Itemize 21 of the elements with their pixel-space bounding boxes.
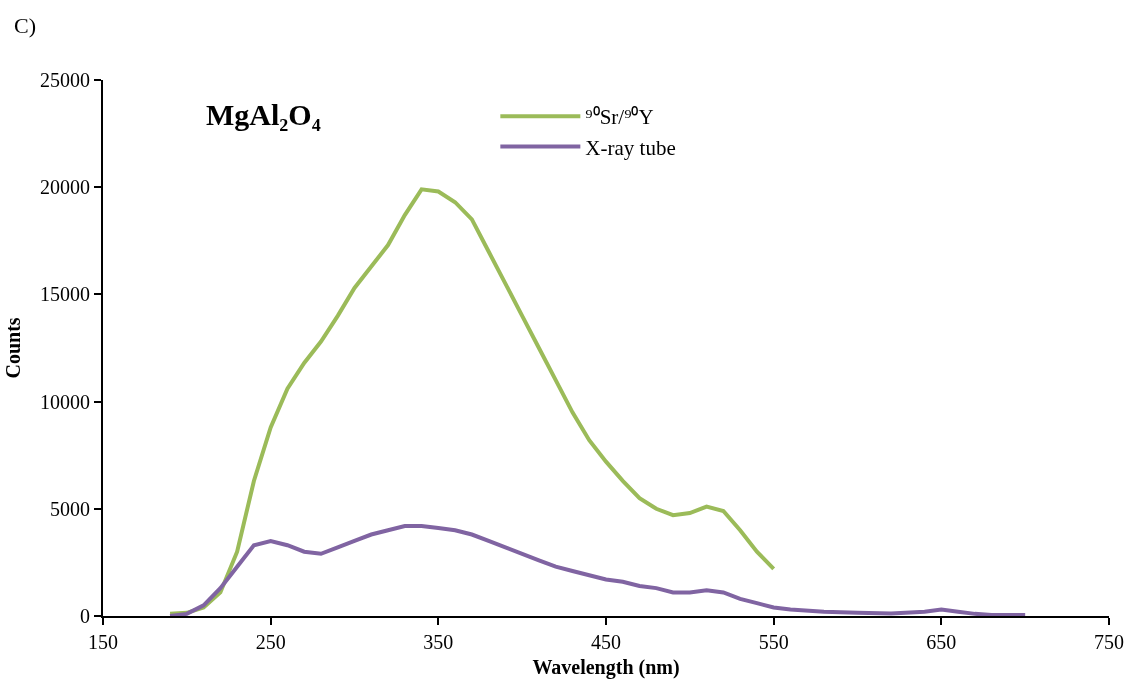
x-tick-label: 250 [255,631,286,653]
y-tick-label: 5000 [50,497,90,520]
y-tick-label: 10000 [40,390,90,413]
x-tick-label: 350 [423,631,454,653]
legend-label: ⁹⁰Sr/⁹⁰Y [585,105,654,130]
legend-label: X-ray tube [585,135,676,160]
y-tick-label: 0 [80,605,90,627]
x-tick-label: 750 [1094,631,1124,653]
x-axis-title: Wavelength (nm) [532,656,680,679]
y-tick-label: 20000 [40,176,90,199]
line-series [168,523,1028,616]
y-tick-label: 15000 [40,283,90,306]
y-tick-label: 25000 [40,69,90,91]
line-series [168,187,776,616]
text: C) [14,13,36,38]
text: MgAl₂O₄ [206,98,321,131]
x-tick-label: 550 [758,631,789,653]
y-axis-title: Counts [2,317,24,379]
x-tick-label: 150 [88,631,118,653]
x-tick-label: 450 [591,631,621,653]
x-tick-label: 650 [926,631,957,653]
